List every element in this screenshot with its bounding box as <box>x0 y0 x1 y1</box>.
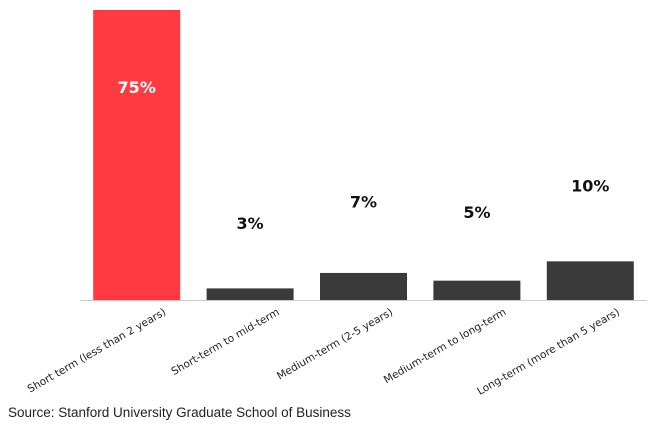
bars-group <box>93 10 634 300</box>
category-label-2: Short-term to mid-term <box>169 306 281 378</box>
source-note: Source: Stanford University Graduate Sch… <box>8 405 351 420</box>
value-label-4: 5% <box>463 203 490 222</box>
category-label-1: Short term (less than 2 years) <box>26 306 169 395</box>
bar-5 <box>546 261 634 300</box>
bar-4 <box>433 280 521 300</box>
value-labels-group: 75% 3% 7% 5% 10% <box>118 78 610 233</box>
value-label-5: 10% <box>571 176 609 195</box>
category-label-4: Medium-term to long-term <box>382 306 509 386</box>
category-labels-group: Short term (less than 2 years) Short-term… <box>26 306 622 398</box>
bar-2 <box>206 288 294 300</box>
value-label-2: 3% <box>237 214 264 233</box>
value-label-1: 75% <box>118 78 156 97</box>
category-label-3: Medium-term (2-5 years) <box>275 306 395 382</box>
bar-3 <box>320 272 407 300</box>
value-label-3: 7% <box>350 192 377 211</box>
bar-1 <box>93 10 181 300</box>
